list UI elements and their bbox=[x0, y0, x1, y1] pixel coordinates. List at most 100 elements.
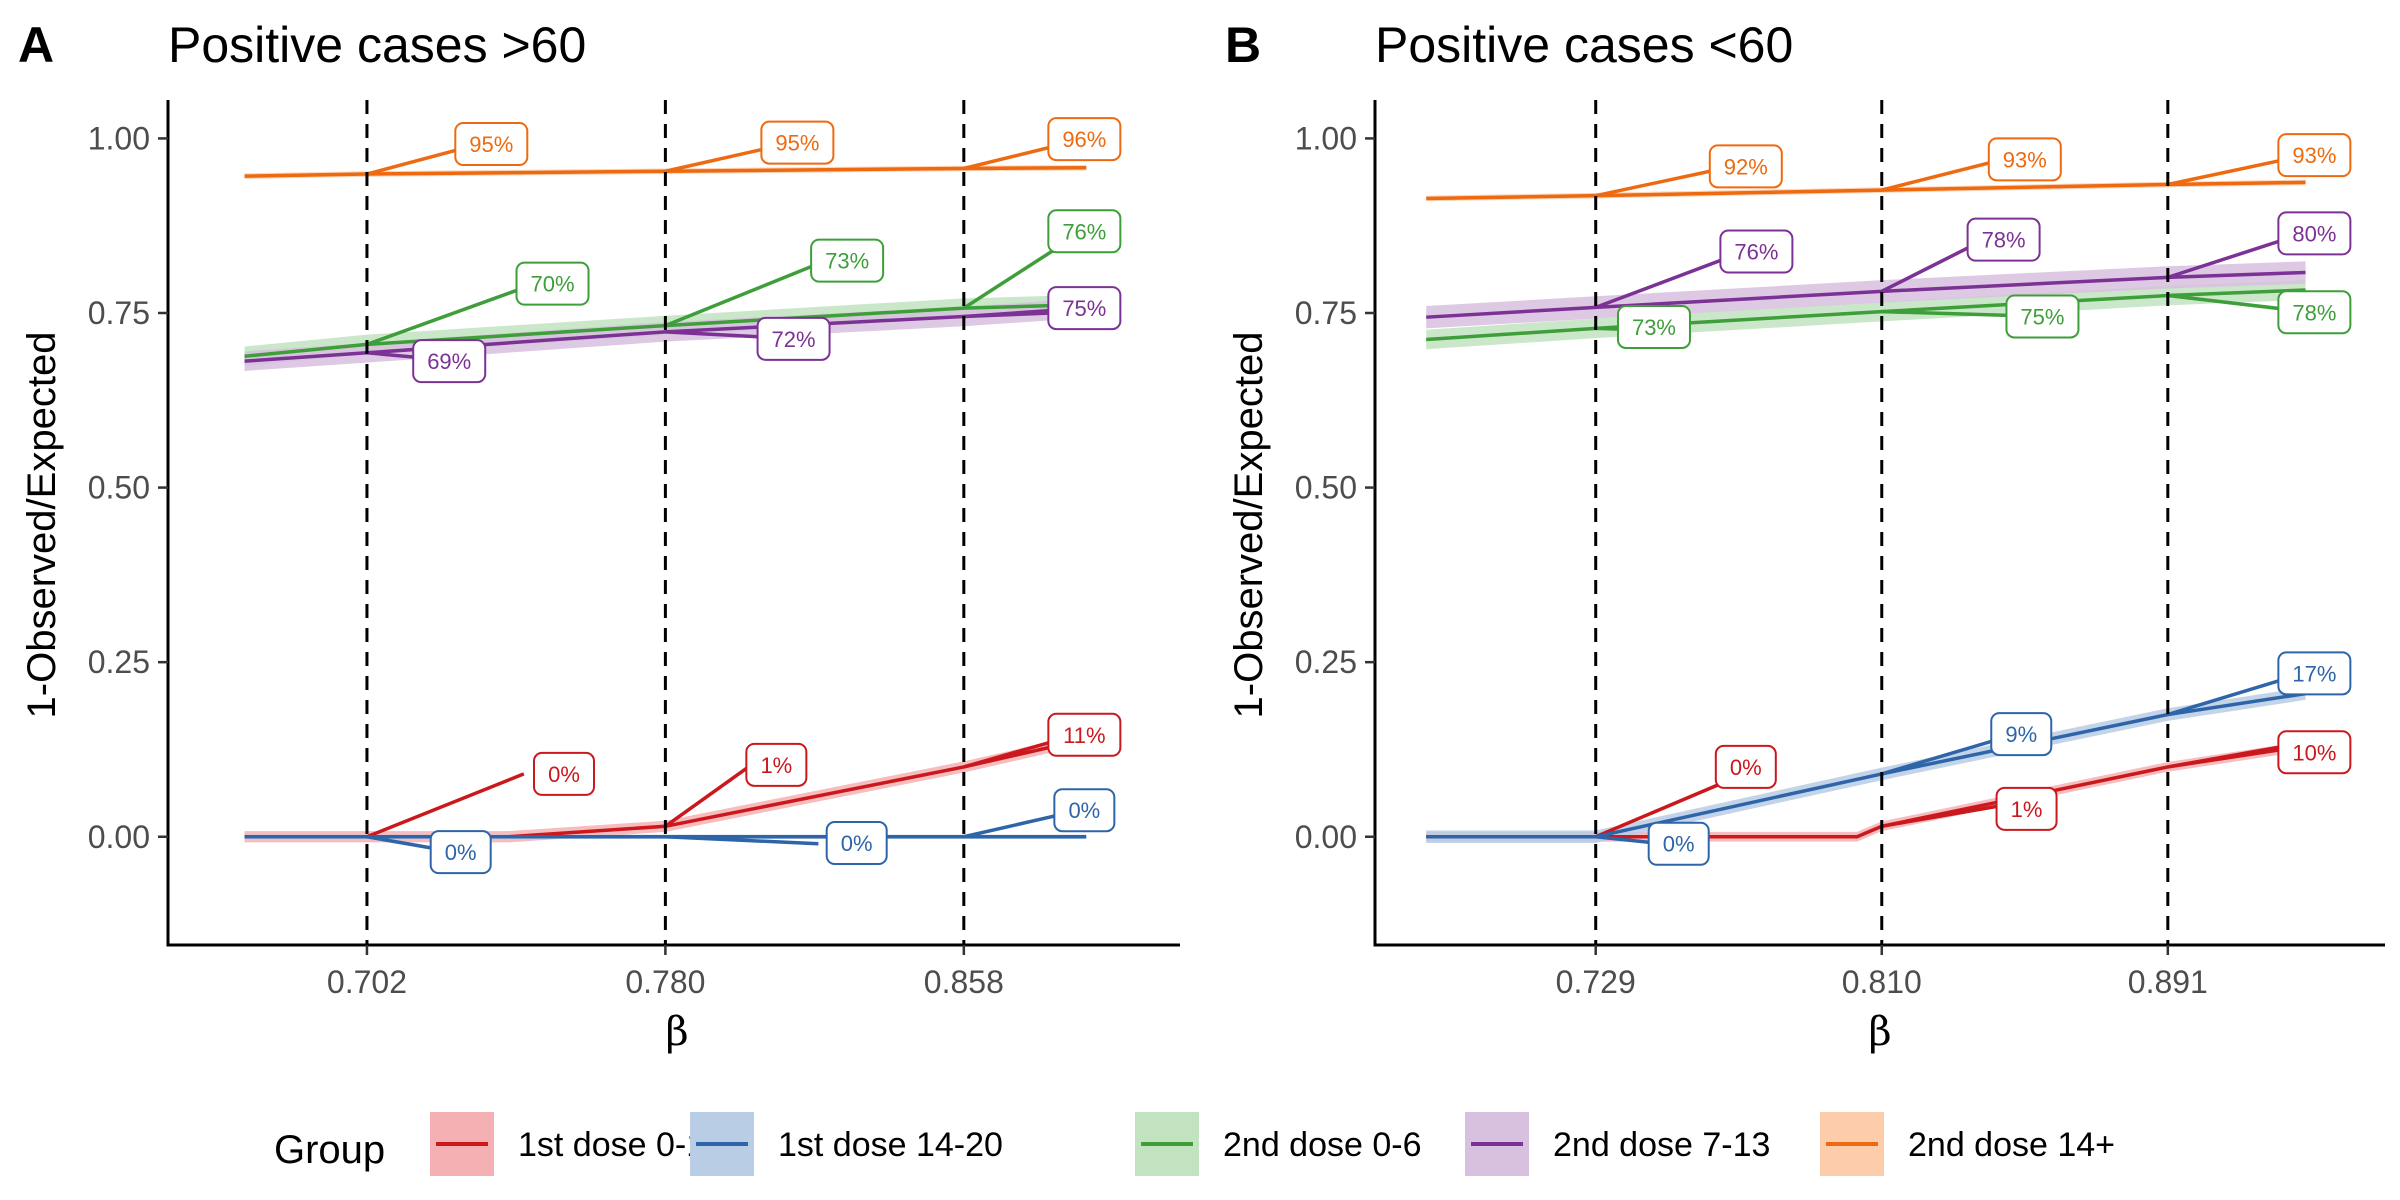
data-label-text: 75% bbox=[2020, 304, 2064, 329]
panel-a-ytick-label-3: 0.75 bbox=[88, 295, 150, 331]
data-label-box bbox=[1616, 304, 1691, 349]
panel-b-xtick-label-2: 0.891 bbox=[2128, 964, 2208, 1000]
data-label-text: 10% bbox=[2292, 740, 2336, 765]
panel-a-ytick-label-2: 0.50 bbox=[88, 470, 150, 506]
data-label-box bbox=[1047, 712, 1122, 757]
panel-b-plot: 0.00 0.25 0.50 0.75 1.00 0.729 0.810 0.891 0% 1% 1… bbox=[1295, 100, 2385, 1000]
panel-b-data-label-0: 0% bbox=[1714, 744, 1777, 789]
panel-a-ytick-label-1: 0.25 bbox=[88, 644, 150, 680]
data-label-box bbox=[533, 751, 595, 796]
panel-a-xtick-label-0: 0.702 bbox=[327, 964, 407, 1000]
data-label-text: 9% bbox=[2005, 722, 2037, 747]
panel-b-ytick-label-1: 0.25 bbox=[1295, 644, 1357, 680]
panel-a-branch-line-2-0 bbox=[366, 283, 533, 347]
panel-b-branch-line-4-1 bbox=[1881, 156, 2010, 192]
data-label-text: 95% bbox=[469, 132, 513, 157]
data-label-box bbox=[1647, 821, 1710, 866]
legend-label: 1st dose 14-20 bbox=[778, 1126, 1003, 1164]
data-label-text: 80% bbox=[2292, 221, 2336, 246]
panel-b-ytick-label-0: 0.00 bbox=[1295, 819, 1357, 855]
panel-a-ytick-label-4: 1.00 bbox=[88, 120, 150, 156]
data-label-text: 95% bbox=[775, 131, 819, 156]
data-label-text: 0% bbox=[548, 762, 580, 787]
panel-b-band-0 bbox=[1426, 741, 2306, 842]
legend-item-2: 2nd dose 0-6 bbox=[1135, 1112, 1422, 1176]
data-label-text: 75% bbox=[1062, 296, 1106, 321]
panel-a-plot: 0.00 0.25 0.50 0.75 1.00 0.702 0.780 0.858 0% 1% 1… bbox=[88, 100, 1180, 1000]
panel-b-branch-line-3-0 bbox=[1595, 249, 1745, 310]
data-label-text: 69% bbox=[427, 349, 471, 374]
data-label-box bbox=[429, 830, 492, 875]
panel-a-data-label-8: 76% bbox=[1047, 209, 1122, 254]
data-label-box bbox=[1719, 229, 1794, 274]
data-label-text: 17% bbox=[2292, 661, 2336, 686]
data-label-text: 76% bbox=[1734, 240, 1778, 265]
panel-a-xlabel: β bbox=[665, 1009, 688, 1055]
panel-b-band-1 bbox=[1426, 687, 2306, 844]
panel-a-xtick-label-1: 0.780 bbox=[625, 964, 705, 1000]
panel-a-data-label-13: 95% bbox=[760, 120, 835, 165]
panel-a-branch-line-2-1 bbox=[664, 258, 827, 328]
panel-a-data-label-14: 96% bbox=[1047, 117, 1122, 162]
data-label-text: 93% bbox=[2292, 143, 2336, 168]
panel-a-data-label-10: 72% bbox=[756, 316, 831, 361]
panel-a-band-0 bbox=[244, 733, 1087, 843]
data-label-box bbox=[1708, 144, 1783, 189]
legend-item-1: 1st dose 14-20 bbox=[690, 1112, 1003, 1176]
panel-a-data-label-12: 95% bbox=[454, 121, 529, 166]
panel-a-data-label-0: 0% bbox=[533, 751, 595, 796]
panel-b-data-label-10: 78% bbox=[1966, 217, 2041, 262]
data-label-box bbox=[2277, 651, 2352, 696]
legend-label: 2nd dose 14+ bbox=[1908, 1126, 2115, 1164]
data-label-text: 92% bbox=[1724, 154, 1768, 179]
panel-b-ytick-label-4: 1.00 bbox=[1295, 120, 1357, 156]
panel-b-data-label-5: 17% bbox=[2277, 651, 2352, 696]
data-label-box bbox=[454, 121, 529, 166]
data-label-text: 93% bbox=[2003, 147, 2047, 172]
data-label-box bbox=[1053, 788, 1116, 833]
data-label-text: 78% bbox=[2292, 300, 2336, 325]
panel-b-data-label-9: 76% bbox=[1719, 229, 1794, 274]
legend-label: 1st dose 0-13 bbox=[518, 1126, 724, 1164]
data-label-box bbox=[745, 742, 808, 787]
data-label-box bbox=[1987, 137, 2062, 182]
panel-b-data-label-4: 9% bbox=[1990, 712, 2053, 757]
panel-a-title: Positive cases >60 bbox=[168, 17, 586, 73]
panel-a-letter: A bbox=[18, 17, 54, 73]
data-label-box bbox=[2277, 290, 2352, 335]
panel-b-data-label-13: 93% bbox=[1987, 137, 2062, 182]
legend-item-0: 1st dose 0-13 bbox=[430, 1112, 724, 1176]
panel-b-data-label-12: 92% bbox=[1708, 144, 1783, 189]
legend-label: 2nd dose 7-13 bbox=[1553, 1126, 1770, 1164]
legend: 1st dose 0-13 1st dose 14-20 2nd dose 0-6 2… bbox=[430, 1112, 2115, 1176]
panel-b-data-label-2: 10% bbox=[2277, 730, 2352, 775]
data-label-box bbox=[1990, 712, 2053, 757]
data-label-text: 72% bbox=[772, 327, 816, 352]
data-label-box bbox=[810, 238, 885, 283]
data-label-text: 1% bbox=[2011, 797, 2043, 822]
data-label-text: 1% bbox=[760, 753, 792, 778]
panel-b-xtick-label-1: 0.810 bbox=[1842, 964, 1922, 1000]
panel-b-data-label-7: 75% bbox=[2005, 294, 2080, 339]
data-label-box bbox=[756, 316, 831, 361]
data-label-box bbox=[1047, 286, 1122, 331]
data-label-text: 70% bbox=[530, 272, 574, 297]
data-label-text: 0% bbox=[1068, 798, 1100, 823]
panel-b-xtick-label-0: 0.729 bbox=[1556, 964, 1636, 1000]
panel-a-data-label-9: 69% bbox=[412, 339, 487, 384]
panel-b-ylabel: 1-Observed/Expected bbox=[1227, 332, 1271, 719]
data-label-text: 0% bbox=[1730, 755, 1762, 780]
data-label-box bbox=[2277, 730, 2352, 775]
panel-b-letter: B bbox=[1225, 17, 1261, 73]
panel-b-series-line-0 bbox=[1426, 744, 2306, 839]
data-label-box bbox=[2277, 211, 2352, 256]
data-label-text: 96% bbox=[1062, 127, 1106, 152]
panel-b-xlabel: β bbox=[1868, 1009, 1891, 1055]
data-label-box bbox=[760, 120, 835, 165]
panel-a-ylabel: 1-Observed/Expected bbox=[20, 332, 64, 719]
data-label-box bbox=[1047, 209, 1122, 254]
data-label-text: 11% bbox=[1063, 723, 1105, 748]
panel-b-ytick-label-3: 0.75 bbox=[1295, 295, 1357, 331]
